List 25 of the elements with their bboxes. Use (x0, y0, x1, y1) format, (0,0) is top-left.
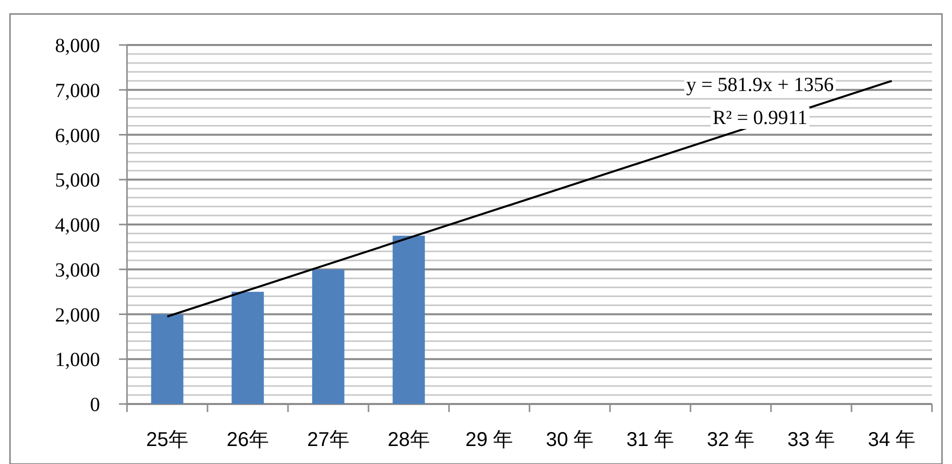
bar (312, 269, 344, 404)
x-tick-label: 32 年 (706, 429, 755, 451)
y-tick-label: 2,000 (55, 304, 100, 326)
bar (151, 314, 184, 404)
x-tick-label: 34 年 (868, 429, 916, 451)
y-tick-label: 7,000 (55, 80, 100, 102)
y-tick-label: 1,000 (55, 349, 100, 372)
x-tick-label: 27年 (307, 429, 350, 451)
y-tick-label: 3,000 (55, 259, 100, 282)
annotation: y = 581.9x + 1356 (686, 74, 834, 96)
bar (232, 292, 264, 404)
x-tick-label: 30 年 (546, 429, 594, 451)
x-tick-label: 28年 (388, 429, 430, 451)
x-tick-label: 26年 (226, 429, 269, 451)
x-tick-label: 29 年 (465, 429, 514, 451)
x-tick-label: 25年 (146, 429, 188, 451)
y-tick-label: 4,000 (55, 214, 100, 236)
y-tick-label: 8,000 (55, 35, 100, 57)
y-tick-label: 6,000 (55, 124, 100, 147)
y-tick-label: 0 (90, 394, 100, 416)
bar (392, 236, 425, 404)
x-tick-label: 31 年 (626, 429, 674, 451)
y-tick-label: 5,000 (55, 170, 100, 192)
x-tick-label: 33 年 (787, 429, 836, 451)
annotation: R² = 0.9911 (712, 107, 808, 129)
